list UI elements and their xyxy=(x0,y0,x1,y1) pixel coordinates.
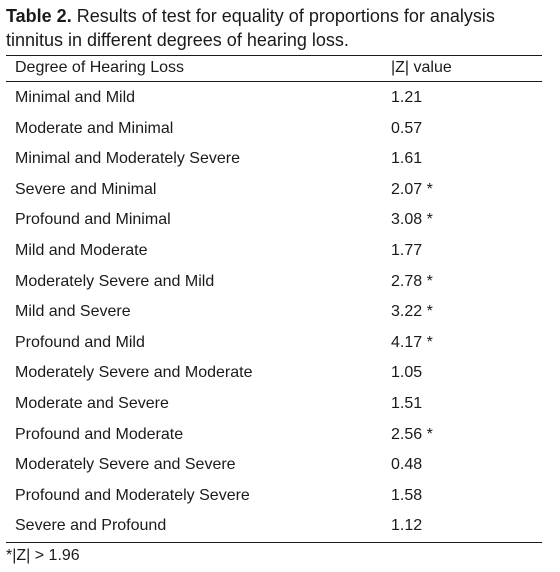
row-z-value: 2.56 * xyxy=(391,425,433,443)
header-z-value: |Z| value xyxy=(391,59,452,76)
table-row: Moderate and Minimal 0.57 xyxy=(6,114,542,145)
row-z-value: 3.08 * xyxy=(391,211,433,229)
row-comparison: Profound and Mild xyxy=(15,333,145,351)
row-comparison: Moderately Severe and Moderate xyxy=(15,364,253,382)
row-comparison: Moderate and Minimal xyxy=(15,119,174,137)
table-row: Mild and Severe 3.22 * xyxy=(6,297,542,328)
table-header-row: Degree of Hearing Loss |Z| value xyxy=(6,54,542,82)
table-row: Profound and Moderate 2.56 * xyxy=(6,420,542,451)
row-z-value: 1.61 xyxy=(391,150,423,168)
row-comparison: Mild and Moderate xyxy=(15,242,148,259)
table-bottom-rule xyxy=(6,542,542,543)
row-z-value: 2.78 * xyxy=(391,272,433,290)
row-comparison: Severe and Profound xyxy=(15,517,167,535)
table-row: Mild and Moderate 1.77 xyxy=(6,236,542,267)
row-z-value: 1.51 xyxy=(391,395,423,412)
table-row: Profound and Minimal 3.08 * xyxy=(6,205,542,236)
row-comparison: Minimal and Mild xyxy=(15,89,136,106)
table-header-rule xyxy=(6,81,542,82)
row-z-value: 0.48 xyxy=(391,456,423,474)
row-comparison: Moderate and Severe xyxy=(15,395,169,412)
table-row: Moderately Severe and Mild 2.78 * xyxy=(6,267,542,298)
row-comparison: Moderately Severe and Severe xyxy=(15,456,236,474)
table-row: Moderate and Severe 1.51 xyxy=(6,389,542,420)
row-z-value: 2.07 * xyxy=(391,180,433,198)
row-z-value: 1.58 xyxy=(391,486,423,504)
row-z-value: 0.57 xyxy=(391,119,423,137)
table-row: Minimal and Moderately Severe 1.61 xyxy=(6,144,542,175)
row-comparison: Profound and Moderately Severe xyxy=(15,486,250,504)
row-z-value: 1.77 xyxy=(391,242,423,259)
header-degree-of-hearing-loss: Degree of Hearing Loss xyxy=(15,59,184,76)
row-comparison: Mild and Severe xyxy=(15,303,131,321)
row-z-value: 1.05 xyxy=(391,364,423,382)
table-caption-label: Table 2. xyxy=(6,6,72,26)
table-row: Severe and Profound 1.12 xyxy=(6,511,542,542)
row-comparison: Profound and Moderate xyxy=(15,425,184,443)
table-row: Moderately Severe and Severe 0.48 xyxy=(6,450,542,481)
row-comparison: Minimal and Moderately Severe xyxy=(15,150,240,168)
table-footnote: *|Z| > 1.96 xyxy=(6,547,80,564)
table-row: Minimal and Mild 1.21 xyxy=(6,83,542,114)
table-caption-text: Results of test for equality of proporti… xyxy=(6,6,495,50)
table-caption: Table 2. Results of test for equality of… xyxy=(6,4,551,52)
row-z-value: 3.22 * xyxy=(391,303,433,321)
row-z-value: 4.17 * xyxy=(391,333,433,351)
row-comparison: Severe and Minimal xyxy=(15,180,157,198)
row-z-value: 1.21 xyxy=(391,89,423,106)
table-row: Profound and Mild 4.17 * xyxy=(6,328,542,359)
row-comparison: Moderately Severe and Mild xyxy=(15,272,215,290)
row-z-value: 1.12 xyxy=(391,517,423,535)
table-row: Moderately Severe and Moderate 1.05 xyxy=(6,358,542,389)
table-top-rule xyxy=(6,55,542,56)
table-row: Profound and Moderately Severe 1.58 xyxy=(6,481,542,512)
row-comparison: Profound and Minimal xyxy=(15,211,171,229)
table-row: Severe and Minimal 2.07 * xyxy=(6,175,542,206)
